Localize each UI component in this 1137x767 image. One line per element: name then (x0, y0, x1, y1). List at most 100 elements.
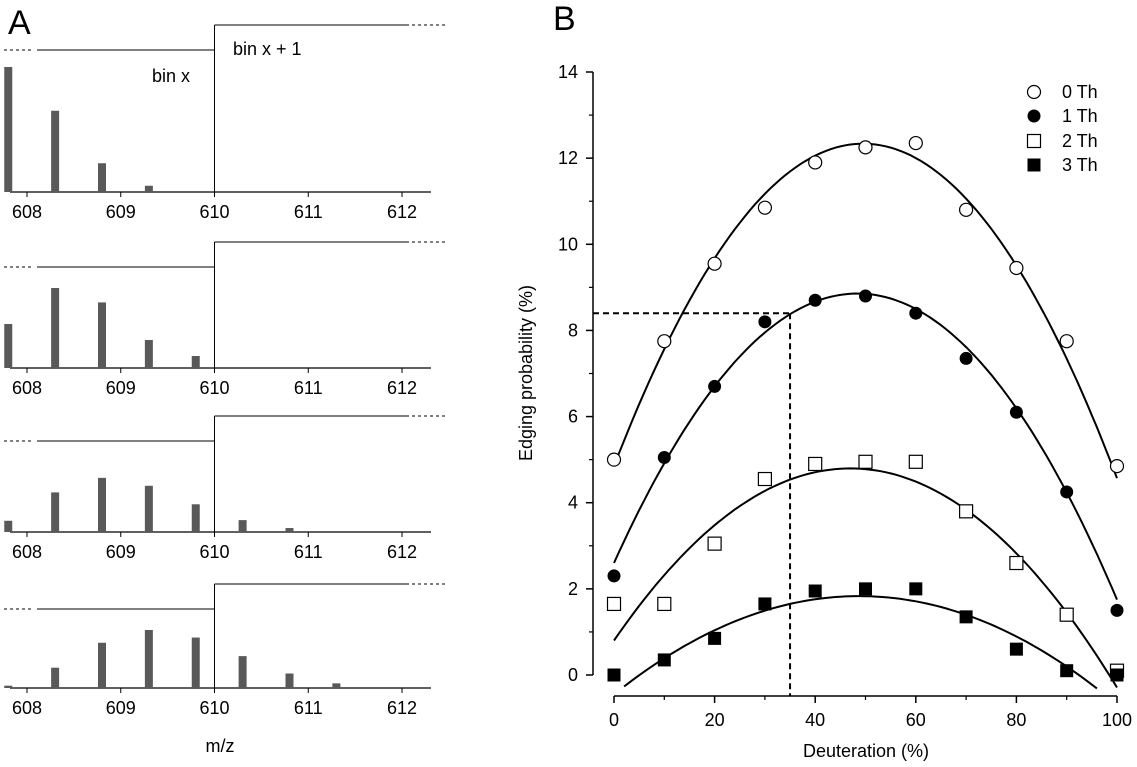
isotope-bar (51, 110, 60, 192)
data-point (909, 306, 923, 320)
data-point (958, 504, 974, 519)
data-point (607, 668, 621, 682)
data-point (758, 315, 772, 329)
panel-a-tick-label: 612 (387, 542, 417, 562)
data-point (1060, 485, 1074, 499)
x-tick-label: 20 (705, 710, 725, 730)
x-tick-label: 0 (609, 710, 619, 730)
data-point (657, 653, 671, 667)
isotope-bar (238, 656, 247, 688)
data-point (959, 351, 973, 365)
panel-a-tick-label: 611 (294, 202, 323, 222)
y-tick-label: 14 (558, 62, 578, 82)
y-tick-label: 2 (568, 579, 578, 599)
panel-a-tick-label: 609 (106, 378, 136, 398)
legend-marker (1026, 133, 1042, 149)
panel-a-tick-label: 610 (199, 542, 229, 562)
data-point (707, 536, 722, 551)
data-point (607, 569, 621, 583)
panel-a-tick-label: 612 (387, 378, 417, 398)
isotope-bar (191, 356, 200, 368)
isotope-bar (285, 673, 294, 688)
x-tick-label: 80 (1006, 710, 1026, 730)
data-point (606, 596, 622, 612)
data-point (808, 584, 822, 598)
fit-curve (613, 467, 1118, 689)
data-point (909, 582, 923, 596)
panel-b-label: B (553, 0, 576, 38)
isotope-bar (191, 637, 200, 688)
data-point (908, 454, 923, 469)
panel-a-tick-label: 610 (199, 698, 229, 718)
isotope-bar (4, 324, 13, 368)
x-tick-label: 40 (805, 710, 825, 730)
legend-label: 3 Th (1062, 155, 1098, 175)
data-point (1059, 334, 1074, 349)
panel-a-tick-label: 609 (106, 698, 136, 718)
panel-a-tick-label: 608 (12, 202, 42, 222)
isotope-bar (144, 630, 153, 688)
panel-a-tick-label: 612 (387, 202, 417, 222)
panel-a-tick-label: 609 (106, 542, 136, 562)
data-point (808, 293, 822, 307)
legend-marker (1026, 84, 1042, 100)
y-tick-label: 0 (568, 665, 578, 685)
data-point (606, 452, 622, 467)
data-point (1060, 664, 1074, 678)
panel-a-tick-label: 611 (294, 542, 323, 562)
legend-label: 1 Th (1062, 106, 1098, 126)
legend-marker (1027, 158, 1041, 172)
legend-label: 2 Th (1062, 131, 1098, 151)
isotope-bar (285, 528, 294, 532)
panel-a-tick-label: 608 (12, 378, 42, 398)
legend-marker (1027, 109, 1041, 123)
y-tick-label: 6 (568, 407, 578, 427)
data-point (859, 289, 872, 303)
isotope-bar (4, 520, 13, 532)
data-point (758, 597, 772, 611)
data-point (657, 596, 672, 612)
legend-label: 0 Th (1062, 82, 1098, 102)
panel-a-tick-label: 610 (199, 378, 229, 398)
y-tick-label: 8 (568, 320, 578, 340)
x-tick-label: 60 (906, 710, 926, 730)
data-point (757, 471, 773, 487)
isotope-bar (144, 340, 153, 368)
panel-a-tick-label: 610 (199, 202, 229, 222)
data-point (1059, 607, 1074, 622)
isotope-bar (98, 302, 106, 368)
panel-a-tick-label: 608 (12, 698, 42, 718)
data-point (757, 200, 773, 215)
panel-b-xlabel: Deuteration (%) (803, 741, 929, 761)
data-point (1109, 459, 1125, 474)
isotope-bar (238, 520, 247, 532)
data-point (1009, 260, 1024, 276)
data-point (858, 140, 873, 155)
panel-b: 0 2 4 6 8 10 12 14 0 20 40 60 80 100 0 Th 1 Th 2 Th 3 Th (558, 62, 1132, 730)
bin-x-plus-1-label: bin x + 1 (233, 39, 302, 59)
bin-x-label: bin x (152, 66, 190, 86)
data-point (707, 256, 722, 271)
data-point (1009, 555, 1024, 571)
isotope-bar (144, 485, 153, 532)
y-tick-label: 4 (568, 493, 578, 513)
data-point (958, 202, 974, 217)
fit-curve (613, 142, 1118, 479)
data-point (1110, 668, 1124, 682)
data-point (708, 379, 722, 393)
data-point (657, 334, 672, 349)
data-point (1009, 642, 1023, 656)
x-tick-label: 100 (1102, 710, 1132, 730)
isotope-bar (332, 683, 341, 688)
isotope-bar (98, 477, 106, 532)
isotope-bar (4, 685, 13, 688)
isotope-bar (4, 67, 13, 192)
data-point (808, 456, 823, 472)
panel-a-tick-label: 611 (294, 698, 323, 718)
data-point (859, 582, 872, 596)
isotope-bar (98, 163, 106, 192)
data-point (908, 135, 923, 151)
isotope-bar (144, 185, 153, 192)
panel-b-ylabel: Edging probability (%) (516, 285, 536, 461)
fit-curve (613, 292, 1118, 600)
